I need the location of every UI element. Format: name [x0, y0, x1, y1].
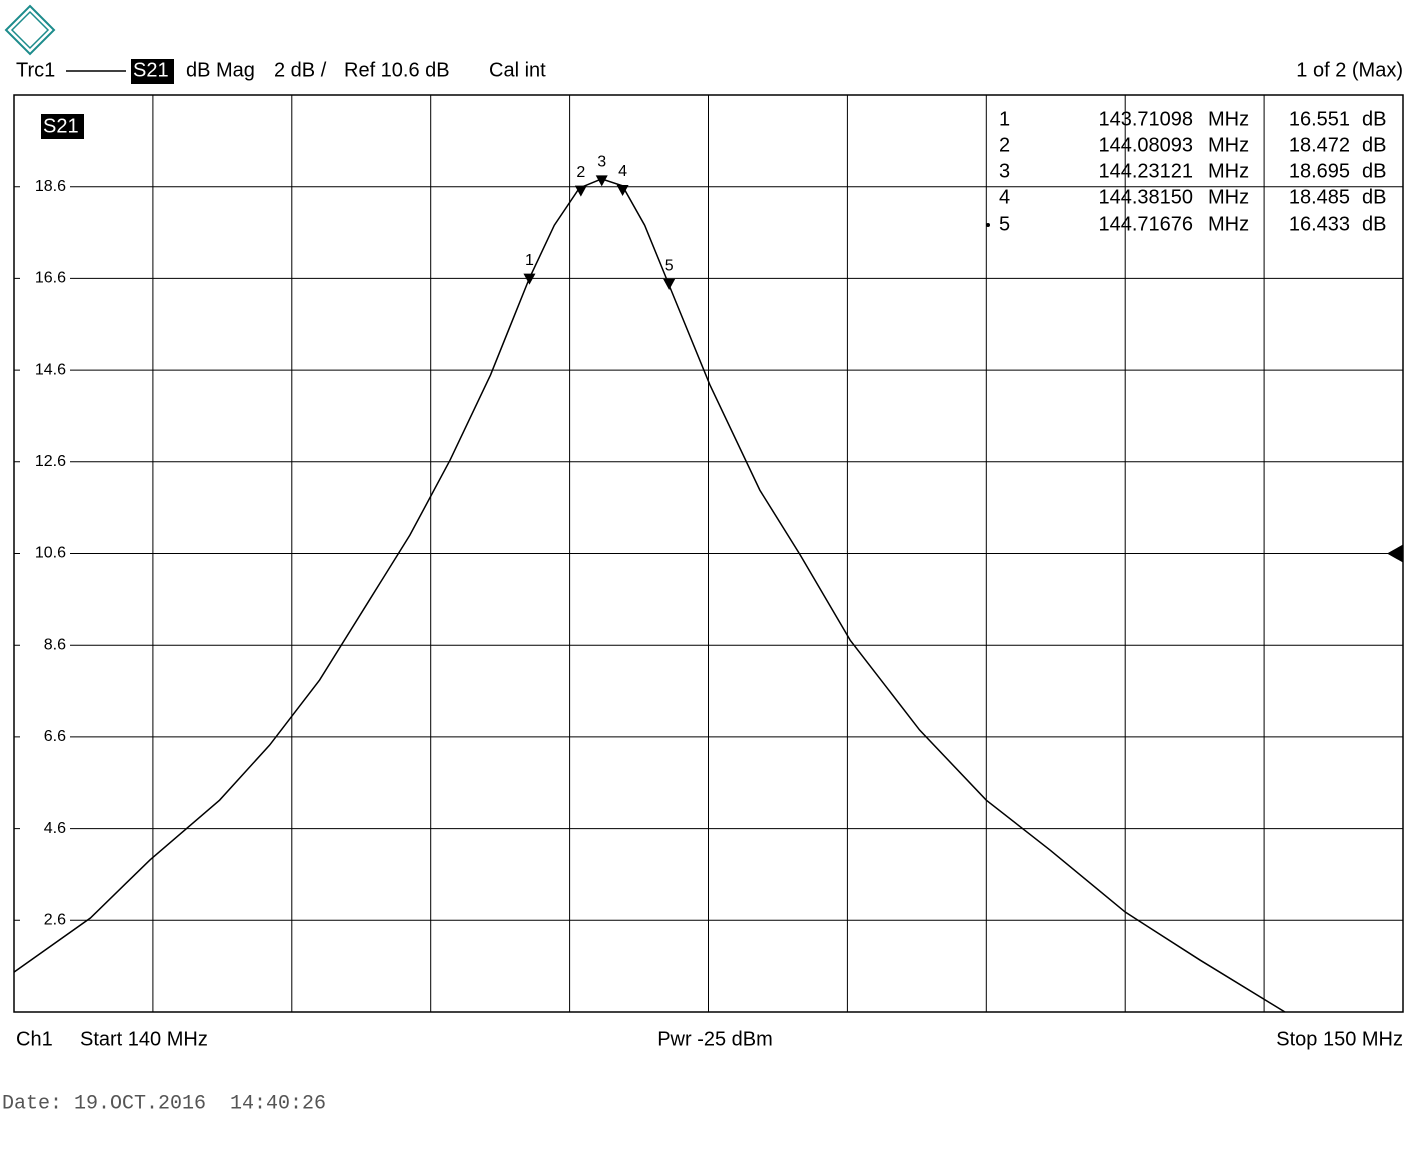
marker-number: 2: [576, 164, 585, 181]
tick-label-bg: [20, 176, 70, 197]
marker: [595, 175, 608, 187]
marker-table-number: 4: [999, 186, 1010, 208]
param-label: S21: [133, 59, 169, 81]
marker-table-number: 3: [999, 160, 1010, 182]
marker-table-value: 18.472: [1289, 134, 1350, 156]
marker-table-freq-unit: MHz: [1208, 134, 1249, 156]
stop-label: Stop 150 MHz: [1276, 1028, 1403, 1050]
format-label: dB Mag: [186, 59, 255, 81]
y-tick-label: 4.6: [44, 820, 66, 837]
tick-label-bg: [20, 360, 70, 381]
active-marker-dot: [986, 223, 990, 227]
tick-label-bg: [20, 818, 70, 839]
date-label: Date: 19.OCT.2016 14:40:26: [2, 1092, 326, 1115]
ref-arrow: [1387, 544, 1403, 563]
y-tick-label: 12.6: [35, 453, 66, 470]
marker: [663, 279, 676, 291]
tick-label-bg: [20, 910, 70, 931]
marker-number: 1: [525, 252, 534, 269]
marker-table-value-unit: dB: [1362, 108, 1386, 130]
scale-label: 2 dB /: [274, 59, 327, 81]
cal-label: Cal int: [489, 59, 546, 81]
marker-number: 4: [618, 163, 627, 180]
tick-label-bg: [20, 635, 70, 656]
tick-label-bg: [20, 726, 70, 747]
marker-number: 3: [597, 154, 606, 171]
marker-table-value-unit: dB: [1362, 160, 1386, 182]
marker-table-value: 18.695: [1289, 160, 1350, 182]
y-tick-label: 2.6: [44, 912, 66, 929]
marker-table-value-unit: dB: [1362, 134, 1386, 156]
marker-table-value-unit: dB: [1362, 186, 1386, 208]
trace-label: Trc1: [16, 59, 55, 81]
power-label: Pwr -25 dBm: [657, 1028, 773, 1050]
page-label: 1 of 2 (Max): [1296, 59, 1403, 81]
marker: [574, 185, 587, 197]
marker-table-freq: 143.71098: [1098, 108, 1193, 130]
marker-table-freq-unit: MHz: [1208, 213, 1249, 235]
y-tick-label: 6.6: [44, 728, 66, 745]
marker-table-value: 16.433: [1289, 213, 1350, 235]
y-tick-label: 16.6: [35, 270, 66, 287]
marker-table-freq-unit: MHz: [1208, 186, 1249, 208]
y-tick-label: 8.6: [44, 636, 66, 653]
marker-table-value-unit: dB: [1362, 213, 1386, 235]
marker: [616, 184, 629, 196]
marker-number: 5: [665, 257, 674, 274]
marker-table-freq: 144.38150: [1098, 186, 1193, 208]
y-tick-label: 14.6: [35, 361, 66, 378]
marker-table-number: 1: [999, 108, 1010, 130]
marker-table-number: 5: [999, 213, 1010, 235]
tick-label-bg: [20, 451, 70, 472]
tick-label-bg: [20, 268, 70, 289]
marker-table-number: 2: [999, 134, 1010, 156]
marker-table-value: 18.485: [1289, 186, 1350, 208]
logo: [4, 4, 56, 56]
marker-table-freq: 144.08093: [1098, 134, 1193, 156]
marker-table-freq-unit: MHz: [1208, 108, 1249, 130]
trace-tag-box: [41, 114, 84, 139]
marker-table-freq: 144.71676: [1098, 213, 1193, 235]
marker-table-freq-unit: MHz: [1208, 160, 1249, 182]
channel-label: Ch1: [16, 1028, 53, 1050]
y-tick-label: 10.6: [35, 545, 66, 562]
marker-table-freq: 144.23121: [1098, 160, 1193, 182]
param-box: [131, 59, 174, 84]
trace-tag: S21: [43, 115, 79, 137]
start-label: Start 140 MHz: [80, 1028, 208, 1050]
trace: [13, 178, 1286, 1013]
y-tick-label: 18.6: [35, 178, 66, 195]
marker-table-value: 16.551: [1289, 108, 1350, 130]
marker: [523, 273, 536, 285]
tick-label-bg: [20, 543, 70, 564]
ref-label: Ref 10.6 dB: [344, 59, 450, 81]
